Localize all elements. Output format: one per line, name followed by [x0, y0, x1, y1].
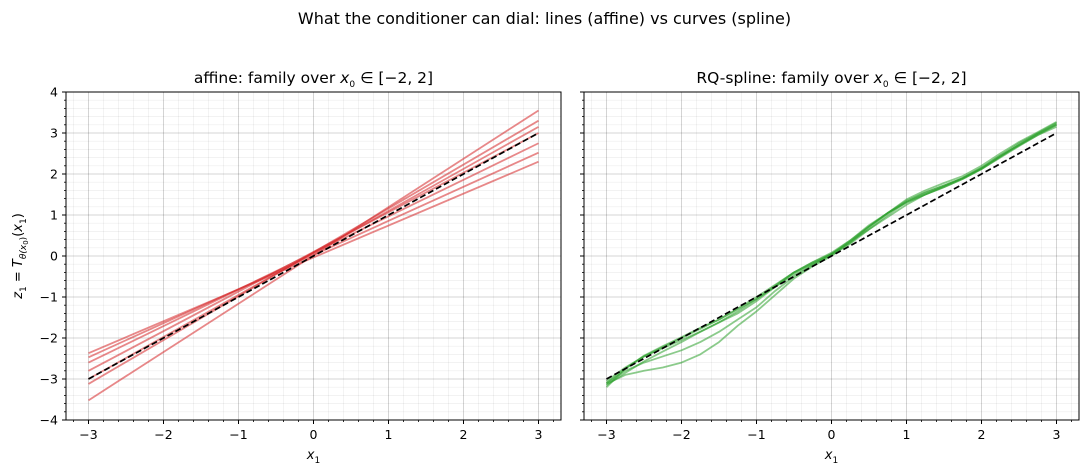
x-tick-label: −3 — [79, 427, 97, 442]
x-tick-label: −1 — [747, 427, 765, 442]
reference-identity-line — [88, 132, 539, 380]
x-tick-label: 2 — [978, 427, 986, 442]
panel-spline-frame — [583, 91, 1080, 421]
y-tick-label: −2 — [40, 331, 58, 346]
panel-spline-ticks: −3 −2 −1 0 1 2 3 — [580, 91, 1072, 442]
y-tick-label: 2 — [50, 167, 58, 182]
panel-affine-series — [88, 109, 539, 402]
y-tick-label: 1 — [50, 208, 58, 223]
panel-affine-grid — [66, 91, 561, 421]
x-tick-label: 0 — [828, 427, 836, 442]
reference-identity-line — [606, 132, 1057, 380]
x-tick-label: −2 — [154, 427, 172, 442]
series-line-5 — [88, 119, 539, 385]
panel-affine: −3 −2 −1 0 1 2 3 −4 −3 −2 −1 0 1 2 3 4 affine: family o… — [11, 69, 562, 466]
x-tick-label: 1 — [903, 427, 911, 442]
y-tick-label: −1 — [40, 290, 58, 305]
x-tick-label: −2 — [672, 427, 690, 442]
x-tick-label: 3 — [535, 427, 543, 442]
series-line-0 — [88, 160, 539, 354]
panel-affine-xlabel: x1 — [306, 448, 320, 466]
panel-affine-ylabel: z1 = Tθ(x0)(x1) — [11, 213, 30, 300]
x-tick-label: 1 — [385, 427, 393, 442]
y-tick-label: 0 — [50, 249, 58, 264]
panel-spline-xlabel: x1 — [824, 448, 838, 466]
y-tick-label: 3 — [50, 126, 58, 141]
x-tick-label: 2 — [460, 427, 468, 442]
x-tick-label: 0 — [310, 427, 318, 442]
y-tick-label: −3 — [40, 372, 58, 387]
x-tick-label: 3 — [1053, 427, 1061, 442]
x-tick-label: −3 — [597, 427, 615, 442]
x-tick-label: −1 — [229, 427, 247, 442]
y-tick-label: −4 — [40, 413, 58, 428]
y-tick-label: 4 — [50, 85, 58, 100]
panel-spline-series — [605, 121, 1057, 388]
figure-suptitle: What the conditioner can dial: lines (af… — [298, 9, 791, 28]
panel-spline: −3 −2 −1 0 1 2 3 RQ-spline: family over x0 ∈ [… — [580, 69, 1080, 466]
panel-affine-title: affine: family over x0 ∈ [−2, 2] — [194, 69, 433, 90]
panel-spline-title: RQ-spline: family over x0 ∈ [−2, 2] — [696, 69, 966, 90]
panel-affine-frame — [65, 91, 562, 421]
